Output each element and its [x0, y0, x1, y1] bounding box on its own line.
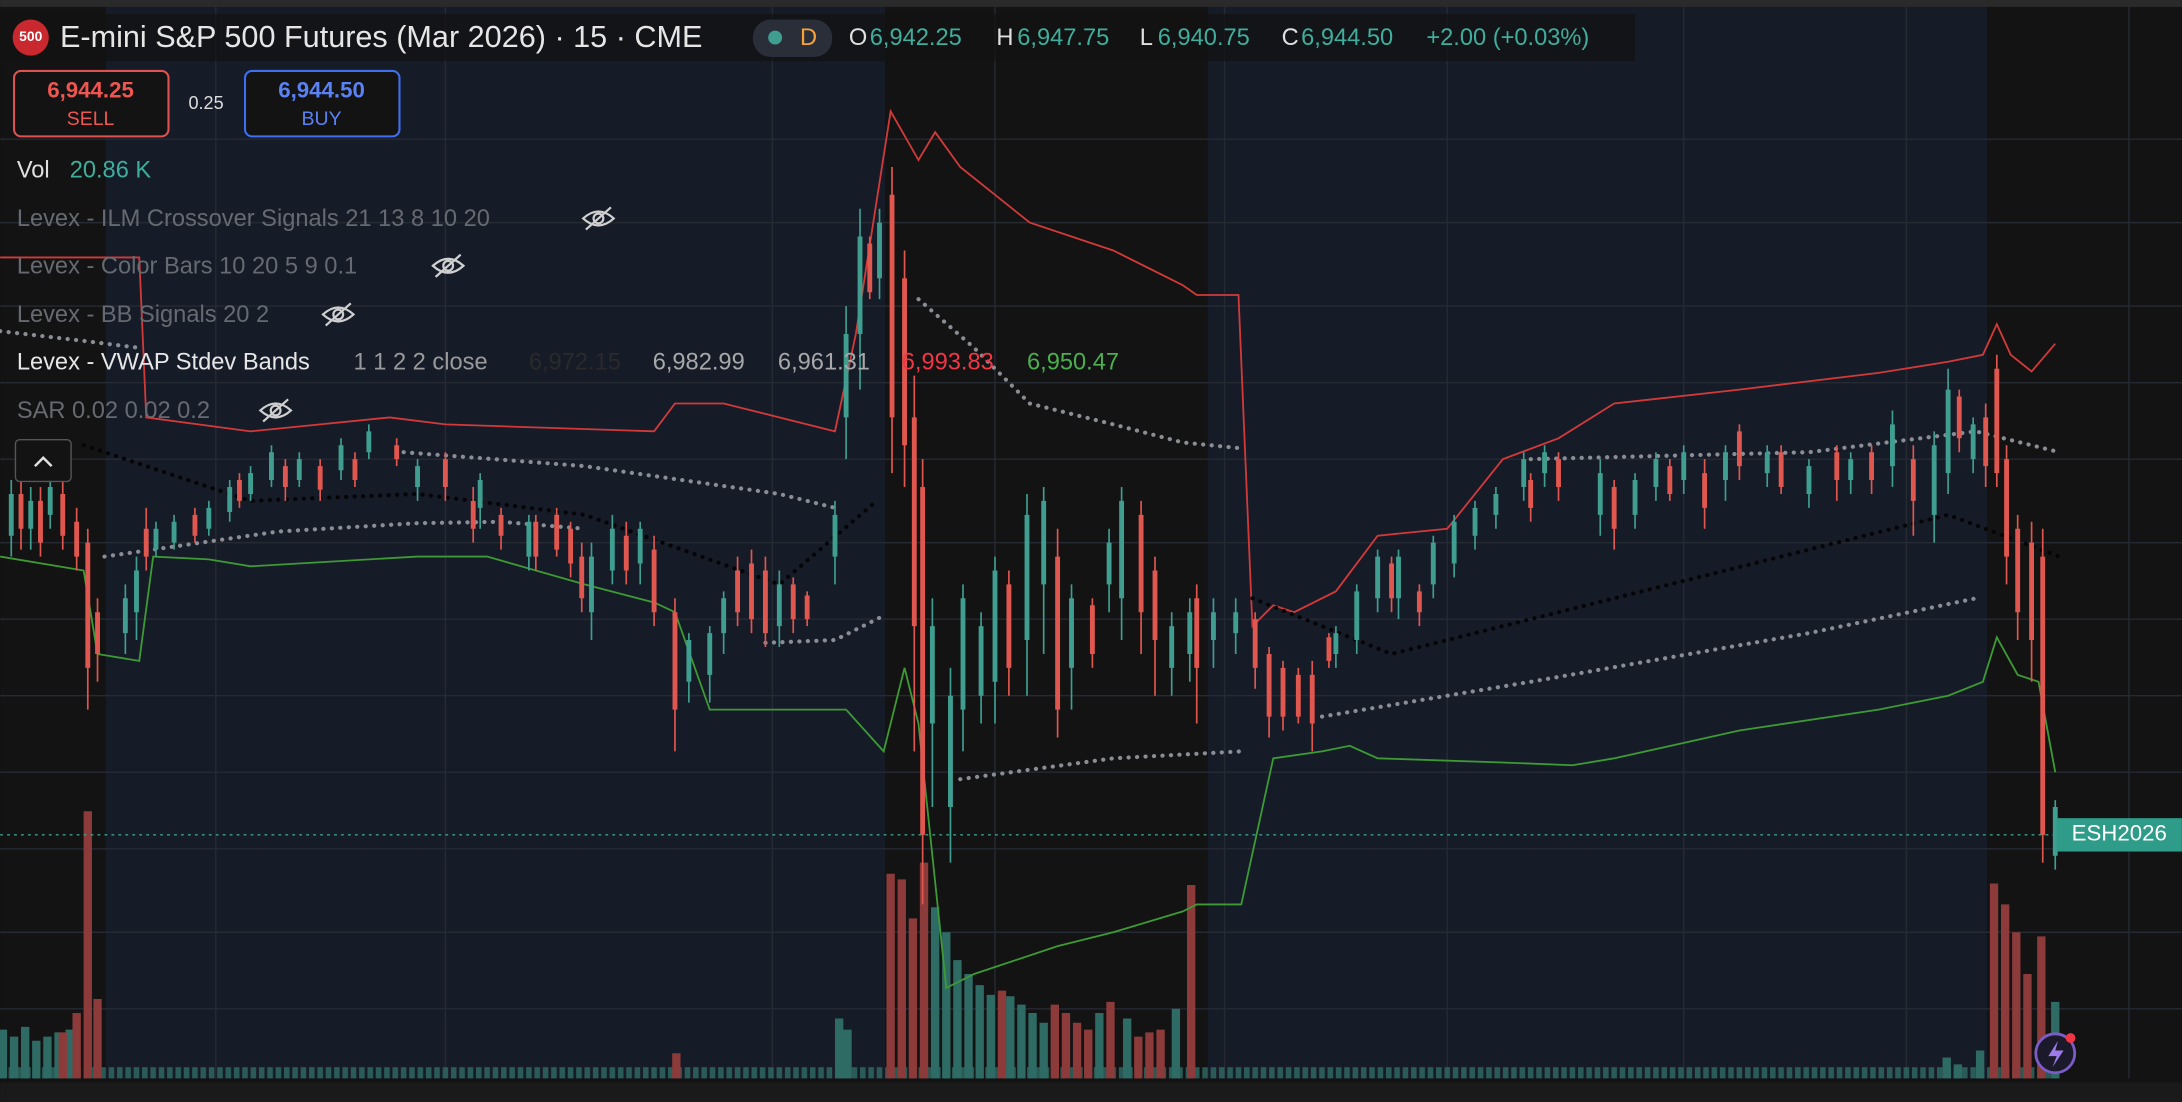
dots [0, 329, 142, 350]
symbol-badge-text: 500 [19, 28, 42, 44]
candles-down [18, 166, 2046, 905]
spread: 0.25 [188, 93, 223, 113]
indicator-name: Levex - ILM Crossover Signals 21 13 8 10… [17, 206, 490, 232]
indicator-name: Levex - BB Signals 20 2 [17, 302, 269, 328]
ohlc-value: 6,947.75 [1017, 25, 1109, 51]
eye-off-icon[interactable] [258, 398, 293, 423]
ohlc-value: 6,942.25 [870, 25, 962, 51]
bodies [8, 222, 2058, 856]
ohlc-value: 6,940.75 [1158, 25, 1250, 51]
indicator-value: 6,993.83 [902, 349, 994, 375]
volume-label: Vol [17, 157, 50, 183]
interval-pill [752, 19, 833, 58]
upper-band [0, 108, 2056, 629]
ohlc-label: L [1140, 25, 1153, 51]
sar-dots [81, 443, 2062, 657]
ohlc-label: H [996, 25, 1013, 51]
candles-up [8, 208, 2058, 870]
buy-label: BUY [302, 108, 342, 130]
eye-off-icon[interactable] [321, 302, 356, 327]
collapse-icon [34, 456, 53, 468]
top-border [0, 0, 2182, 7]
indicator-value: 6,982.99 [653, 349, 745, 375]
sell-price: 6,944.25 [47, 78, 134, 103]
ohlc-value: 6,944.50 [1301, 25, 1393, 51]
volume-value: 20.86 K [70, 157, 152, 183]
ohlc-label: O [849, 25, 867, 51]
ohlc: O 6,942.25 H 6,947.75 L 6,940.75 C 6,944… [849, 25, 1589, 51]
dots [763, 612, 888, 645]
eye-off-icon[interactable] [581, 206, 616, 231]
dots [1319, 596, 1979, 719]
indicator-name: Levex - Color Bars 10 20 5 9 0.1 [17, 253, 357, 279]
dots [1250, 512, 2062, 657]
sell-label: SELL [67, 108, 115, 130]
collapse-button[interactable] [14, 438, 72, 483]
price-tag-bg [2056, 818, 2182, 852]
indicator-value: 6,961.31 [778, 349, 870, 375]
lower-band [0, 555, 2057, 990]
interval-badge: D [800, 25, 817, 51]
eye-off-icon[interactable] [431, 253, 466, 278]
indicator-params: 1 1 2 2 close [354, 349, 488, 375]
ohlc-label: C [1282, 25, 1299, 51]
bottom-border [0, 1082, 2182, 1102]
price-tag: ESH2026 [2072, 821, 2167, 846]
sell-button[interactable] [13, 69, 170, 138]
assistant-icon [2048, 1040, 2064, 1068]
volume-down [58, 811, 2046, 1079]
buy-price: 6,944.50 [278, 78, 365, 103]
notification-dot [2065, 1033, 2076, 1043]
dots [81, 443, 879, 587]
dots [401, 450, 838, 510]
dots [958, 749, 1244, 782]
hidden-icons [258, 206, 616, 423]
indicator-value: 6,950.47 [1027, 349, 1119, 375]
dots [916, 297, 1241, 451]
ohlc-change: +2.00 (+0.03%) [1426, 25, 1589, 51]
indicator-name: SAR 0.02 0.02 0.2 [17, 398, 210, 424]
indicator-value: 6,972.15 [529, 349, 621, 375]
buy-button[interactable] [243, 69, 401, 138]
bodies [18, 194, 2046, 835]
symbol-badge [12, 19, 49, 56]
indicator-name: Levex - VWAP Stdev Bands [17, 349, 310, 375]
status-dot [768, 30, 783, 45]
symbol-title: E-mini S&P 500 Futures (Mar 2026) · 15 ·… [60, 20, 702, 54]
